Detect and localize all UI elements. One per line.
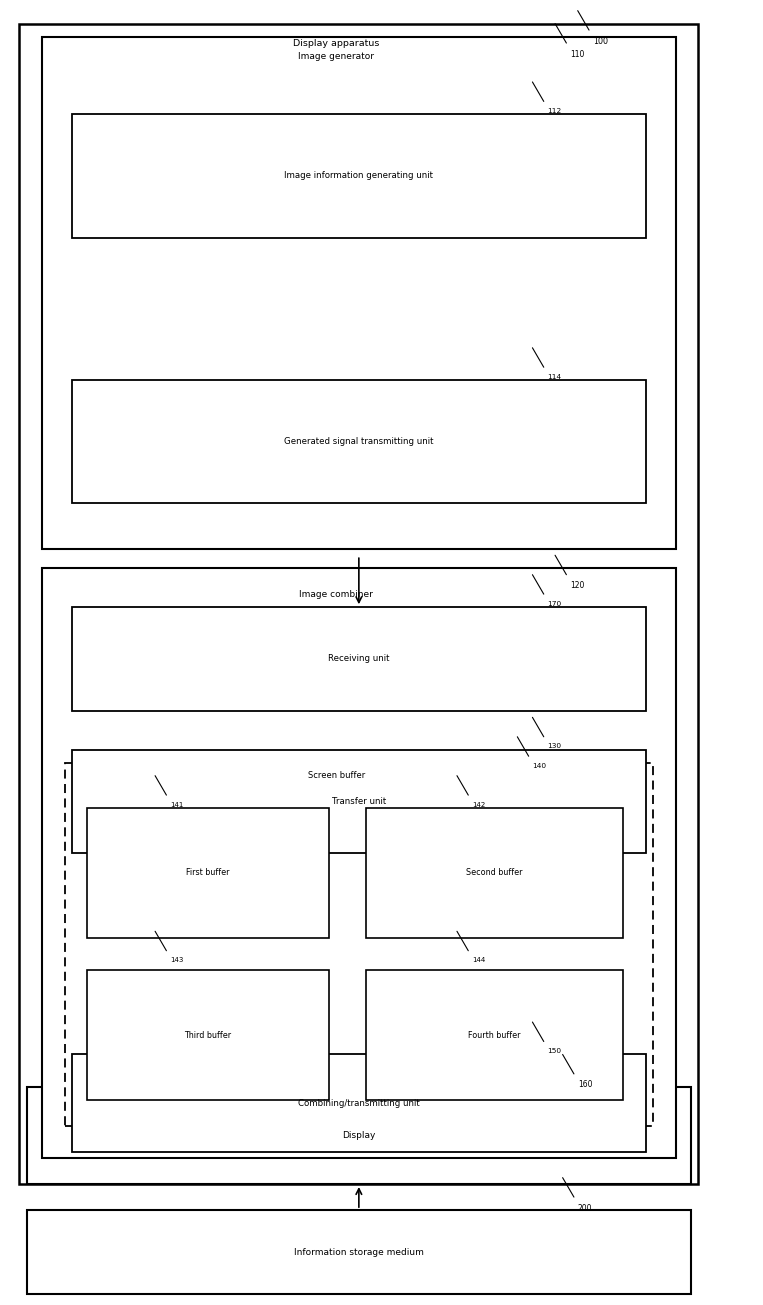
Text: 150: 150 — [548, 1048, 562, 1054]
Text: Combining/transmitting unit: Combining/transmitting unit — [298, 1099, 420, 1108]
Text: Receiving unit: Receiving unit — [328, 655, 390, 663]
Bar — [87, 808, 329, 938]
Bar — [72, 1054, 645, 1152]
Bar — [72, 380, 645, 504]
Bar — [65, 762, 653, 1126]
Bar — [27, 1087, 691, 1184]
Text: 143: 143 — [170, 957, 184, 963]
Text: Display apparatus: Display apparatus — [293, 39, 379, 47]
Bar — [72, 750, 645, 853]
Text: 142: 142 — [472, 801, 485, 808]
Text: 114: 114 — [548, 373, 562, 380]
Bar — [27, 1210, 691, 1295]
Text: 140: 140 — [533, 762, 546, 769]
Text: 130: 130 — [548, 744, 562, 749]
Text: 170: 170 — [548, 600, 562, 607]
Text: Transfer unit: Transfer unit — [332, 797, 386, 806]
Text: Image information generating unit: Image information generating unit — [285, 171, 433, 180]
Bar — [366, 808, 623, 938]
Text: Fourth buffer: Fourth buffer — [468, 1031, 521, 1040]
Text: Screen buffer: Screen buffer — [307, 771, 365, 780]
Text: 100: 100 — [593, 37, 608, 46]
Text: 200: 200 — [578, 1203, 592, 1212]
Bar — [72, 607, 645, 711]
Text: Third buffer: Third buffer — [185, 1031, 231, 1040]
Bar — [42, 568, 676, 1159]
Text: Second buffer: Second buffer — [466, 868, 523, 877]
Bar — [19, 23, 698, 1184]
Bar — [366, 970, 623, 1100]
Text: Display: Display — [342, 1131, 375, 1141]
Text: Image generator: Image generator — [298, 51, 374, 60]
Bar — [72, 115, 645, 238]
Text: 110: 110 — [570, 50, 584, 59]
Text: Information storage medium: Information storage medium — [294, 1248, 423, 1257]
Text: 120: 120 — [570, 581, 584, 590]
Text: 112: 112 — [548, 108, 562, 114]
Bar — [42, 37, 676, 549]
Text: 141: 141 — [170, 801, 184, 808]
Text: Image combiner: Image combiner — [299, 590, 373, 599]
Text: 144: 144 — [472, 957, 485, 963]
Bar — [87, 970, 329, 1100]
Text: 160: 160 — [578, 1081, 592, 1090]
Text: Generated signal transmitting unit: Generated signal transmitting unit — [284, 437, 433, 446]
Text: First buffer: First buffer — [186, 868, 230, 877]
